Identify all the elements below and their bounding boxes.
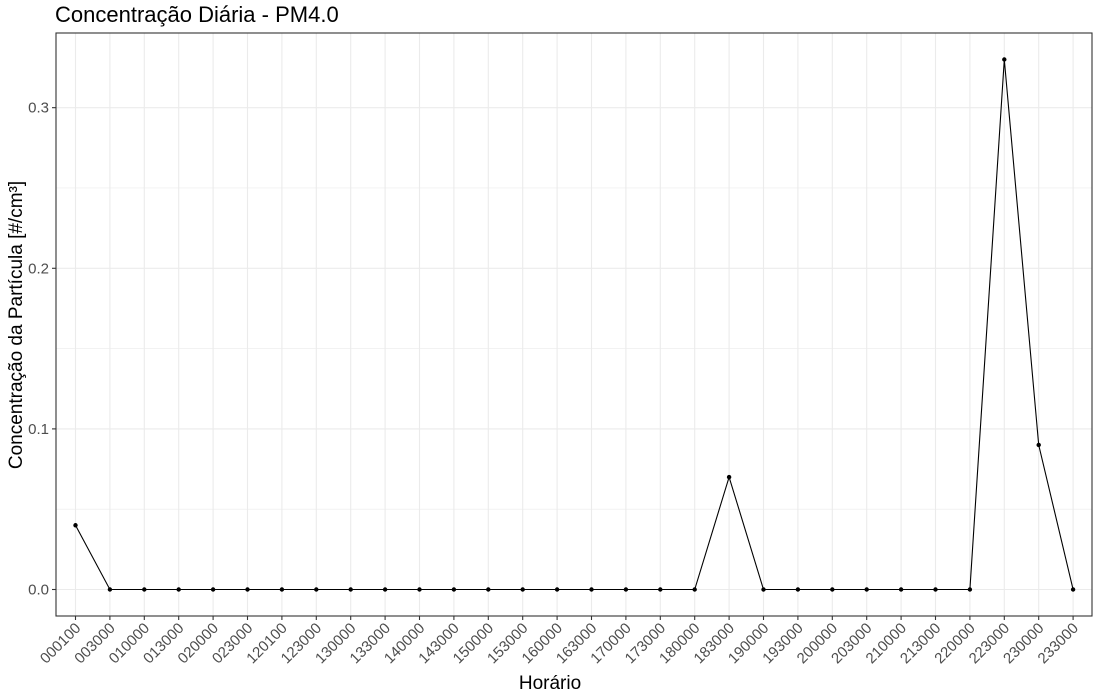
data-point — [176, 587, 181, 592]
panel-border — [55, 32, 1093, 617]
data-point — [279, 587, 285, 592]
x-axis-label: Horário — [518, 673, 582, 694]
data-point — [520, 587, 525, 592]
y-tick-label: 0.3 — [28, 100, 49, 117]
data-point — [314, 587, 319, 592]
y-tick-label: 0.1 — [28, 421, 49, 438]
data-point — [486, 587, 491, 592]
data-point — [451, 587, 457, 592]
data-point — [1002, 57, 1007, 62]
data-point — [933, 587, 938, 592]
series-line — [75, 59, 1074, 591]
chart-title: Concentração Diária - PM4.0 — [55, 2, 339, 27]
data-point — [554, 587, 560, 592]
data-point — [417, 587, 422, 592]
data-point — [107, 587, 113, 592]
y-tick-label: 0.2 — [28, 260, 49, 277]
data-point — [761, 587, 766, 592]
data-point — [245, 587, 250, 592]
data-point — [142, 587, 147, 592]
data-point — [348, 587, 353, 592]
data-point — [1036, 442, 1041, 448]
data-point — [967, 587, 973, 592]
data-point — [864, 587, 869, 592]
data-point — [795, 587, 801, 592]
data-point — [898, 587, 904, 592]
data-point — [73, 523, 78, 528]
data-point — [726, 474, 732, 480]
data-point — [830, 587, 835, 592]
data-point — [692, 587, 697, 592]
data-point — [623, 587, 629, 592]
data-point — [1070, 587, 1076, 592]
data-point — [589, 587, 594, 592]
data-point — [382, 587, 388, 592]
y-tick-label: 0.0 — [28, 582, 49, 599]
data-point — [210, 587, 216, 592]
data-point — [658, 587, 663, 592]
